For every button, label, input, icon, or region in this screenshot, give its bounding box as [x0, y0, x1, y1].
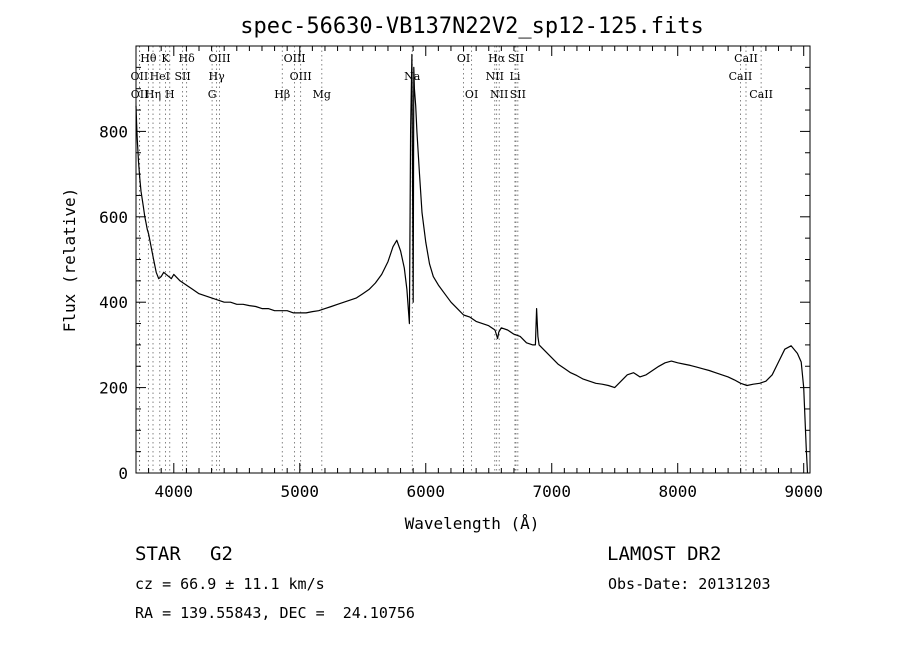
spectrum-line	[135, 53, 809, 474]
spectral-line-label: Hβ	[274, 88, 290, 101]
y-tick-label: 0	[118, 464, 128, 483]
x-tick-label: 4000	[155, 482, 194, 501]
spectral-line-label: HeI	[150, 70, 170, 83]
object-subclass: G2	[210, 543, 233, 565]
spectral-line-label: SII	[174, 70, 190, 83]
x-tick-label: 5000	[281, 482, 320, 501]
spectral-line-label: SII	[508, 52, 524, 65]
y-tick-label: 800	[99, 122, 128, 141]
spectral-line-label: Hα	[488, 52, 506, 65]
spectral-line-label: Mg	[313, 88, 331, 101]
spectral-line-label: NII	[486, 70, 504, 83]
spectral-line-label: H	[165, 88, 175, 101]
x-tick-label: 8000	[658, 482, 697, 501]
spectral-line-label: Hθ	[140, 52, 157, 65]
y-tick-label: 600	[99, 208, 128, 227]
spectral-line-label: OIII	[208, 52, 230, 65]
spectral-line-label: Hδ	[179, 52, 196, 65]
spectral-line-label: K	[161, 52, 170, 65]
ra-dec: RA = 139.55843, DEC = 24.10756	[135, 604, 415, 622]
spectral-line-label: CaII	[749, 88, 773, 101]
spectral-line-label: SII	[510, 88, 526, 101]
x-tick-label: 9000	[784, 482, 823, 501]
spectral-line-label: OI	[457, 52, 470, 65]
spectral-line-label: OIII	[290, 70, 312, 83]
survey-name: LAMOST DR2	[607, 543, 722, 565]
redshift-cz: cz = 66.9 ± 11.1 km/s	[135, 575, 325, 593]
spectral-line-label: OII	[131, 70, 149, 83]
y-tick-label: 200	[99, 379, 128, 398]
spectral-line-label: CaII	[734, 52, 758, 65]
y-axis-label: Flux (relative)	[60, 188, 79, 333]
plot-frame	[135, 45, 811, 474]
spectral-line-label: CaII	[729, 70, 753, 83]
spectral-line-label: G	[208, 88, 217, 101]
y-tick-label: 400	[99, 293, 128, 312]
spectral-line-label: Hγ	[209, 70, 226, 83]
x-tick-label: 7000	[532, 482, 571, 501]
spectral-line-label: OII	[131, 88, 149, 101]
obs-date: Obs-Date: 20131203	[608, 575, 771, 593]
spectral-line-label: NII	[490, 88, 508, 101]
chart-title: spec-56630-VB137N22V2_sp12-125.fits	[240, 14, 704, 39]
spectral-line-label: OI	[465, 88, 478, 101]
object-class: STAR	[135, 543, 181, 565]
x-tick-label: 6000	[406, 482, 445, 501]
spectral-line-label: Hη	[145, 88, 161, 101]
spectral-line-label: OIII	[284, 52, 306, 65]
spectral-line-label: Li	[510, 70, 521, 83]
x-axis-label: Wavelength (Å)	[405, 514, 540, 533]
